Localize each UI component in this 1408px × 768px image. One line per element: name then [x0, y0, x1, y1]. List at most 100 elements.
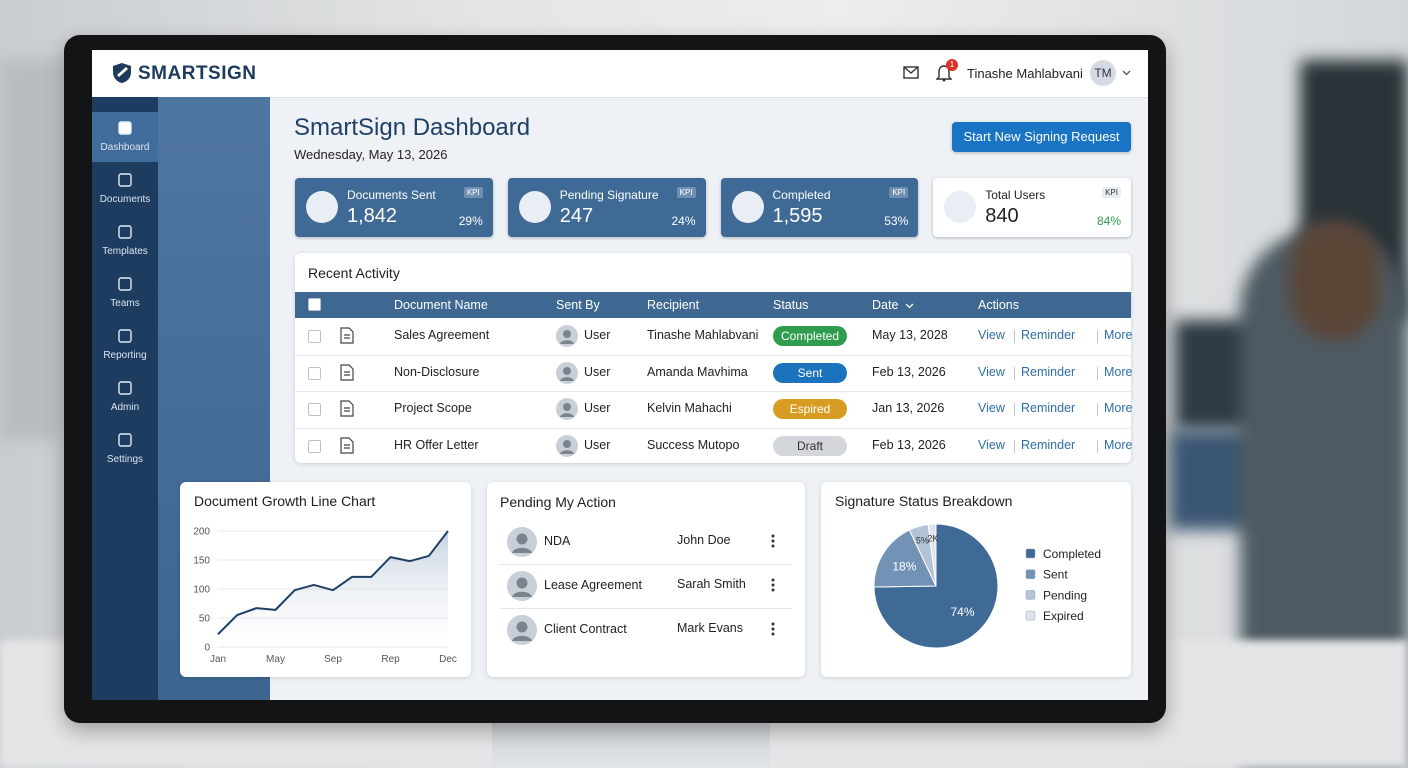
monitor-stand	[492, 722, 770, 768]
date: Jan 13, 2026	[872, 401, 945, 415]
kpi-value: 840	[985, 205, 1019, 227]
nav-icon-shape	[118, 173, 132, 187]
item-menu[interactable]	[770, 577, 776, 593]
item-divider	[500, 608, 792, 609]
nav-icon-shape	[118, 121, 132, 135]
action-link[interactable]: Reminder	[1021, 328, 1076, 342]
nav-icon-shape	[118, 277, 132, 291]
action-link[interactable]: Reminder	[1021, 364, 1076, 379]
avatar-head	[516, 533, 528, 545]
nav-item[interactable]: Settings	[92, 424, 158, 474]
action-link[interactable]: View	[978, 401, 1005, 415]
row-checkbox[interactable]	[308, 403, 321, 416]
pie-chart: Signature Status Breakdown 74% 18% 5%2K Comp…	[835, 493, 1101, 649]
top-header: SMARTSIGN 1 Tinashe Mahlabvani TM	[92, 50, 1148, 98]
action-link[interactable]: More	[1104, 437, 1133, 452]
sent-by: User	[584, 328, 611, 342]
action-link[interactable]: Reminder	[1021, 437, 1076, 452]
y-tick-label: 100	[193, 585, 210, 596]
x-tick-label: Dec	[439, 654, 457, 665]
nav-icon	[118, 381, 132, 395]
select-all-checkbox[interactable]	[308, 298, 321, 311]
kpi-change: 29%	[458, 214, 483, 228]
avatar-head	[563, 439, 571, 448]
sender-avatar	[556, 325, 578, 347]
kpi-change: 24%	[671, 214, 696, 228]
action-link[interactable]: Reminder	[1021, 401, 1076, 415]
avatar-body	[560, 413, 574, 417]
pending-panel: Pending My Action NDA John Doe Lease Agree…	[487, 482, 805, 677]
menu-dot	[771, 627, 775, 631]
document-icon-shape	[340, 327, 354, 344]
menu-dot	[771, 588, 775, 592]
slice-label: 18%	[892, 559, 916, 573]
action-separator	[1014, 439, 1015, 453]
column-header: Date	[872, 298, 914, 312]
nav-icon	[118, 225, 132, 239]
avatar-body	[560, 449, 574, 454]
slice-label: 5%	[916, 536, 929, 546]
bell-icon[interactable]	[936, 64, 952, 82]
action-link[interactable]: View	[978, 437, 1005, 452]
notification-badge: 1	[946, 59, 958, 71]
menu-dot	[771, 544, 775, 548]
item-menu[interactable]	[770, 533, 776, 549]
row-checkbox[interactable]	[308, 330, 321, 343]
item-menu[interactable]	[770, 621, 776, 637]
nav-icon	[118, 173, 132, 187]
nav-label: Dashboard	[100, 142, 150, 153]
slice-label: 2K	[927, 534, 938, 544]
legend-swatch	[1025, 610, 1036, 621]
kpi-icon	[306, 191, 338, 223]
action-separator	[1014, 330, 1015, 343]
row-checkbox[interactable]	[308, 366, 321, 380]
kpi-value: 1,595	[772, 205, 823, 227]
action-link[interactable]: More	[1104, 364, 1133, 379]
date: Feb 13, 2026	[872, 437, 946, 452]
nav-icon-shape	[118, 329, 132, 343]
sort-icon-shape	[905, 303, 914, 309]
nav-label: Admin	[110, 402, 140, 413]
mail-icon[interactable]	[903, 66, 919, 80]
menu-dot	[771, 534, 775, 538]
action-link[interactable]: More	[1104, 401, 1133, 415]
action-separator	[1097, 439, 1098, 453]
user-menu-chevron	[1122, 70, 1131, 76]
kpi-value: 247	[559, 205, 594, 227]
menu-dot	[771, 622, 775, 626]
pending-person: Mark Evans	[677, 621, 743, 635]
kpi-change: 84%	[1096, 214, 1121, 228]
action-link[interactable]: More	[1104, 328, 1133, 342]
status-pill: Completed	[773, 326, 847, 346]
y-tick-label: 200	[193, 527, 210, 538]
legend-swatch	[1025, 569, 1036, 579]
legend-label: Expired	[1043, 609, 1084, 623]
menu-dot	[771, 583, 775, 587]
pie-slice	[927, 523, 937, 587]
user-avatar[interactable]: TM	[1090, 60, 1116, 86]
x-tick-label: Sep	[324, 654, 342, 665]
chart-title: Document Growth Line Chart	[194, 493, 375, 509]
nav-item[interactable]: Documents	[92, 164, 158, 214]
action-link[interactable]: View	[978, 364, 1005, 379]
nav-item[interactable]: Admin	[92, 372, 158, 422]
kpi-label: Total Users	[985, 188, 1046, 202]
action-separator	[1097, 403, 1098, 416]
background-wall	[0, 60, 60, 440]
line-chart: Document Growth Line Chart 0 50 100 150 200 Ja…	[193, 493, 457, 665]
kpi-card: Pending Signature 247 KPI 24%	[507, 178, 706, 237]
nav-item[interactable]: Reporting	[92, 320, 158, 370]
avatar-head	[563, 403, 571, 411]
avatar-body	[512, 547, 532, 553]
action-link[interactable]: View	[978, 328, 1005, 342]
nav-item[interactable]: Templates	[92, 216, 158, 266]
nav-item[interactable]: Dashboard	[92, 112, 158, 162]
sent-by: User	[584, 401, 611, 415]
action-separator	[1014, 366, 1015, 380]
x-tick-label: May	[266, 654, 285, 665]
primary-button[interactable]: Start New Signing Request	[952, 122, 1131, 152]
row-checkbox[interactable]	[308, 439, 321, 453]
nav-item[interactable]: Teams	[92, 268, 158, 318]
document-name: Project Scope	[394, 401, 472, 415]
kpi-card: Documents Sent 1,842 KPI 29%	[295, 178, 493, 237]
